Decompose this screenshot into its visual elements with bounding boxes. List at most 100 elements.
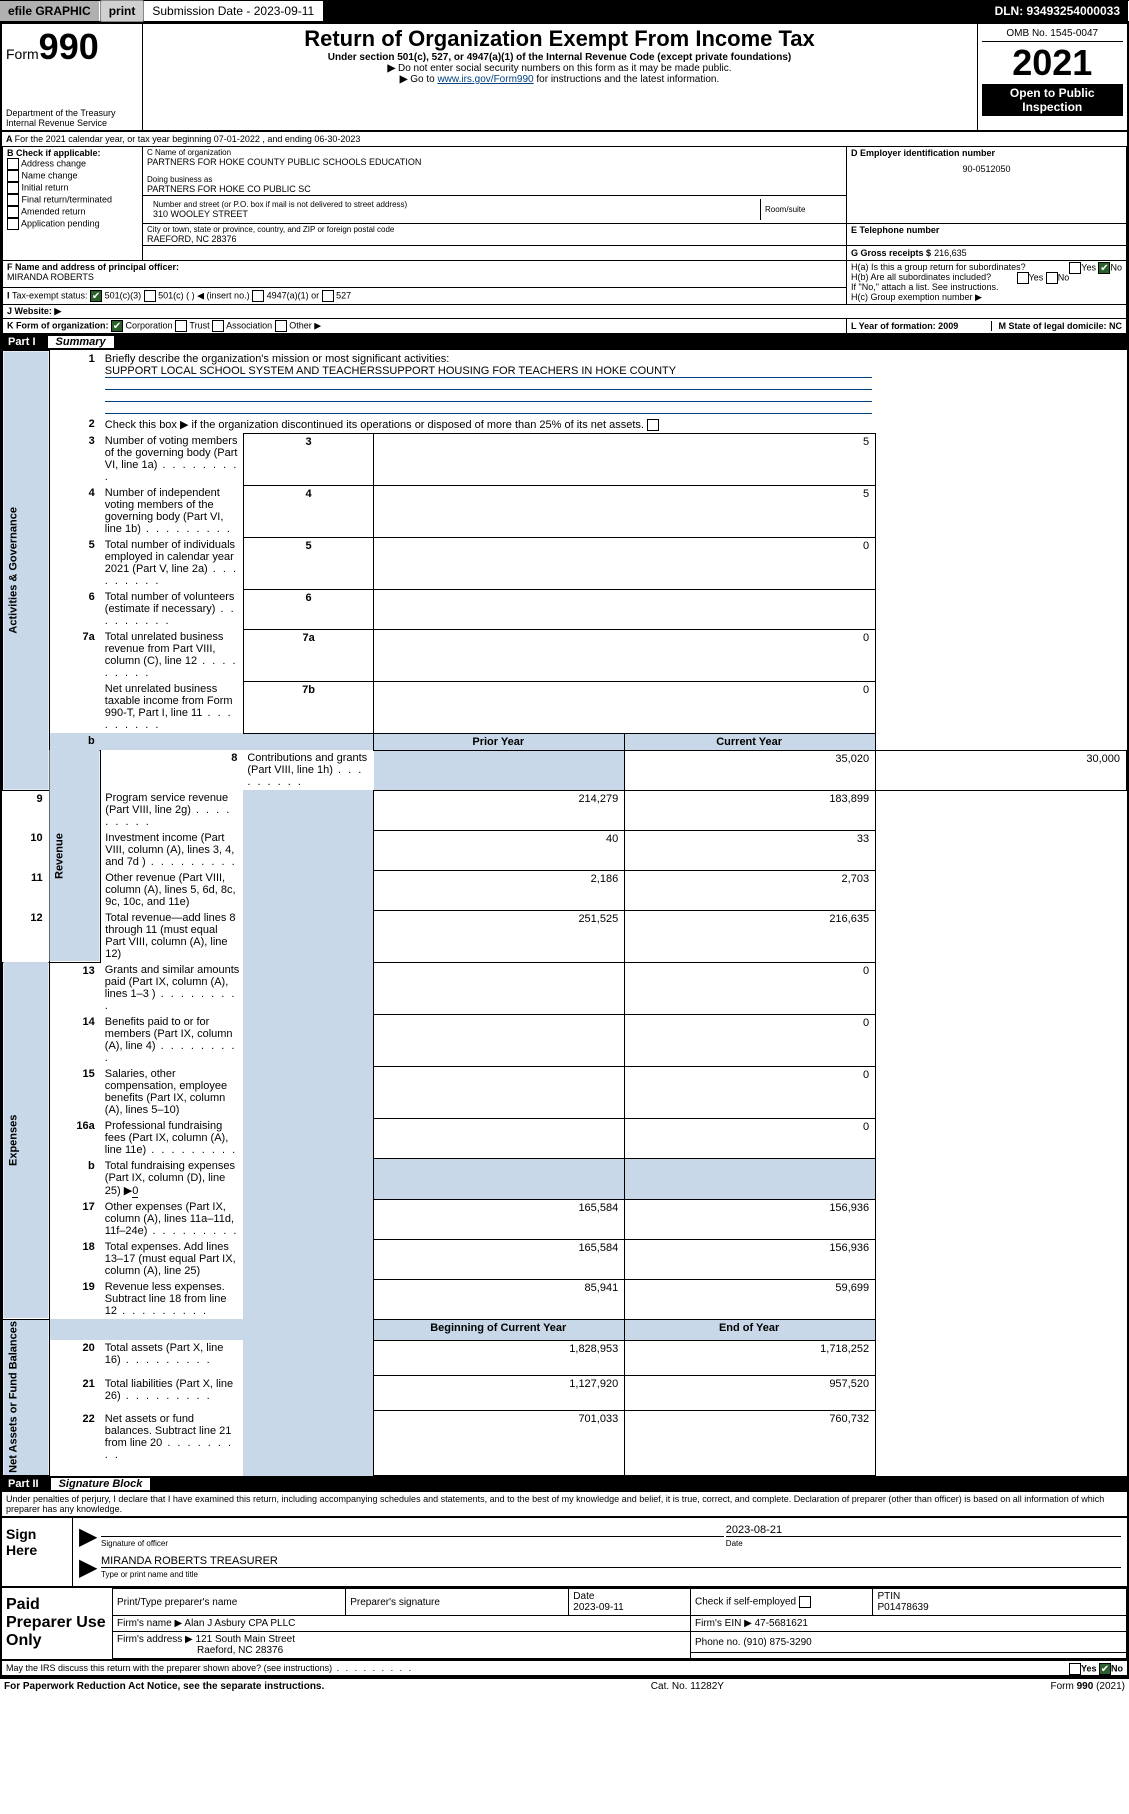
line-a: A For the 2021 calendar year, or tax yea… [2, 130, 1127, 146]
e13c: 0 [625, 962, 876, 1014]
l22: Net assets or fund balances. Subtract li… [101, 1411, 244, 1476]
h-b-note: If "No," attach a list. See instructions… [851, 282, 1122, 292]
check-other[interactable] [275, 320, 287, 332]
l9: Program service revenue (Part VIII, line… [101, 790, 244, 830]
e19p: 85,941 [374, 1279, 625, 1319]
c-name-label: C Name of organization [147, 148, 842, 157]
e14c: 0 [625, 1014, 876, 1066]
instr-pre: Go to [410, 74, 437, 85]
prep-date: 2023-09-11 [573, 1602, 623, 1613]
l17: Other expenses (Part IX, column (A), lin… [101, 1199, 244, 1239]
n20c: 1,718,252 [625, 1340, 876, 1375]
l13: Grants and similar amounts paid (Part IX… [101, 962, 244, 1014]
bcy-hdr: Beginning of Current Year [374, 1319, 625, 1340]
topbar: efile GRAPHIC print Submission Date - 20… [0, 0, 1129, 22]
l15: Salaries, other compensation, employee b… [101, 1066, 244, 1118]
check-discuss-no[interactable]: ✔ [1099, 1663, 1111, 1675]
sign-here-label: Sign Here [2, 1518, 72, 1586]
e15c: 0 [625, 1066, 876, 1118]
f-label: F Name and address of principal officer: [7, 262, 842, 272]
r9c: 183,899 [625, 790, 876, 830]
side-activities: Activities & Governance [3, 351, 50, 791]
form-number: Form990 [6, 26, 138, 68]
penalty-text: Under penalties of perjury, I declare th… [2, 1492, 1127, 1516]
b-opt-0[interactable]: Address change [7, 158, 138, 170]
dln: DLN: 93493254000033 [987, 1, 1129, 21]
officer-name-label: Type or print name and title [101, 1570, 198, 1579]
check-501c[interactable] [144, 290, 156, 302]
dept-treasury: Department of the Treasury [6, 108, 138, 118]
check-corp[interactable]: ✔ [111, 320, 123, 332]
part2-label: Part II [8, 1478, 39, 1490]
sig-date: 2023-08-21 [726, 1524, 1121, 1537]
sig-date-label: Date [726, 1539, 743, 1548]
form-container: Form990 Department of the Treasury Inter… [0, 22, 1129, 1679]
principal-officer: MIRANDA ROBERTS [7, 272, 842, 282]
instr-ssn: ▶ Do not enter social security numbers o… [147, 63, 973, 74]
irs-link[interactable]: www.irs.gov/Form990 [437, 74, 533, 85]
paid-preparer-label: Paid Preparer Use Only [2, 1588, 112, 1659]
tax-year-line: For the 2021 calendar year, or tax year … [15, 134, 361, 144]
b-opt-1[interactable]: Name change [7, 170, 138, 182]
section-k: K Form of organization: ✔ Corporation Tr… [3, 319, 847, 334]
part2-header: Part II Signature Block [2, 1476, 1127, 1492]
e-label: E Telephone number [851, 225, 1122, 235]
side-netassets: Net Assets or Fund Balances [3, 1319, 50, 1476]
instr-text: Do not enter social security numbers on … [398, 63, 731, 74]
ptin-label: PTIN [877, 1591, 900, 1602]
check-discuss-yes[interactable] [1069, 1663, 1081, 1675]
firm-addr2: Raeford, NC 28376 [117, 1645, 283, 1656]
prep-self-emp: Check if self-employed [690, 1589, 873, 1616]
phone-label: Phone no. [695, 1637, 741, 1648]
footer: For Paperwork Reduction Act Notice, see … [0, 1679, 1129, 1694]
section-j: J Website: ▶ [3, 305, 1127, 319]
b-opt-3[interactable]: Final return/terminated [7, 194, 138, 206]
addr-label: Number and street (or P.O. box if mail i… [153, 200, 754, 209]
b-opt-2[interactable]: Initial return [7, 182, 138, 194]
efile-label: efile GRAPHIC [0, 1, 100, 21]
b-opt-5[interactable]: Application pending [7, 218, 138, 230]
print-button[interactable]: print [100, 0, 145, 22]
check-discontinued[interactable] [647, 419, 659, 431]
firm-addr-label: Firm's address ▶ [117, 1634, 193, 1645]
gross-receipts: 216,635 [934, 248, 967, 258]
r11c: 2,703 [625, 870, 876, 910]
check-527[interactable] [322, 290, 334, 302]
check-trust[interactable] [175, 320, 187, 332]
pra-notice: For Paperwork Reduction Act Notice, see … [4, 1681, 324, 1692]
form-footer: Form 990 (2021) [1051, 1681, 1125, 1692]
v5: 0 [374, 537, 876, 589]
cat-no: Cat. No. 11282Y [651, 1681, 724, 1692]
b-opt-4[interactable]: Amended return [7, 206, 138, 218]
r9p: 214,279 [374, 790, 625, 830]
g-label: G Gross receipts $ [851, 248, 931, 258]
check-501c3[interactable]: ✔ [90, 290, 102, 302]
check-assoc[interactable] [212, 320, 224, 332]
l-year: L Year of formation: 2009 [851, 321, 958, 331]
n21p: 1,127,920 [374, 1376, 625, 1411]
e18p: 165,584 [374, 1239, 625, 1279]
r12p: 251,525 [374, 910, 625, 962]
e17c: 156,936 [625, 1199, 876, 1239]
r12c: 216,635 [625, 910, 876, 962]
l18: Total expenses. Add lines 13–17 (must eq… [101, 1239, 244, 1279]
l4: Number of independent voting members of … [101, 485, 244, 537]
firm-ein-label: Firm's EIN ▶ [695, 1618, 752, 1629]
l5: Total number of individuals employed in … [101, 537, 244, 589]
city-state-zip: RAEFORD, NC 28376 [147, 234, 842, 244]
r10p: 40 [374, 830, 625, 870]
omb-number: OMB No. 1545-0047 [982, 26, 1124, 42]
e19c: 59,699 [625, 1279, 876, 1319]
fundraising-total: 0 [132, 1185, 138, 1198]
firm-ein: 47-5681621 [755, 1618, 808, 1629]
check-self-employed[interactable] [799, 1596, 811, 1608]
check-4947[interactable] [252, 290, 264, 302]
r11p: 2,186 [374, 870, 625, 910]
v7a: 0 [374, 629, 876, 681]
h-a: H(a) Is this a group return for subordin… [851, 262, 1122, 272]
side-expenses: Expenses [3, 962, 50, 1319]
eoy-hdr: End of Year [625, 1319, 876, 1340]
n20p: 1,828,953 [374, 1340, 625, 1375]
m-state: M State of legal domicile: NC [991, 321, 1122, 331]
prior-year-hdr: Prior Year [374, 733, 625, 750]
